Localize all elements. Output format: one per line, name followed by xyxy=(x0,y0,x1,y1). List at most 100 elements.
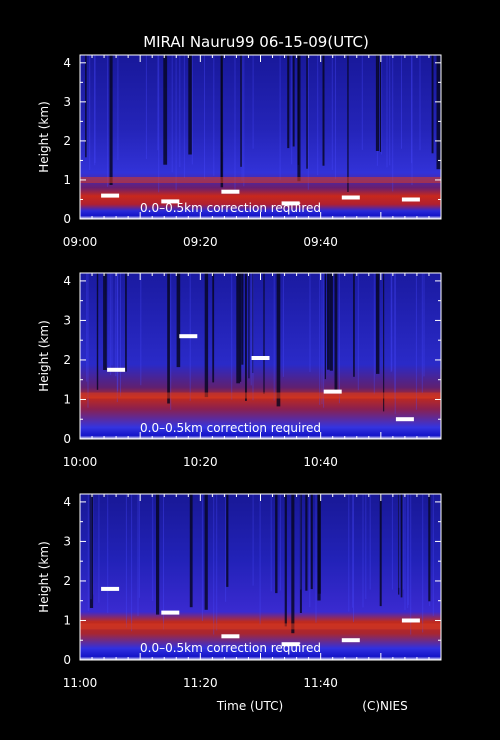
signal-streak xyxy=(404,494,406,611)
signal-streak xyxy=(241,273,244,365)
y-tick-label: 4 xyxy=(63,56,71,70)
signal-streak xyxy=(243,55,245,187)
x-tick-label: 11:40 xyxy=(303,676,338,690)
signal-streak xyxy=(250,273,252,386)
signal-streak xyxy=(94,55,96,163)
signal-streak xyxy=(373,273,375,395)
signal-streak xyxy=(362,494,364,608)
signal-streak xyxy=(248,273,250,379)
cloud-base-mark xyxy=(107,367,126,372)
signal-streak xyxy=(107,494,109,613)
signal-streak xyxy=(107,55,109,187)
signal-streak xyxy=(394,273,396,414)
signal-streak xyxy=(171,55,173,173)
signal-streak xyxy=(398,494,400,588)
signal-streak xyxy=(407,494,409,605)
signal-streak xyxy=(125,273,127,372)
signal-streak xyxy=(220,55,224,188)
signal-streak xyxy=(431,55,434,154)
signal-streak xyxy=(170,273,172,410)
signal-streak xyxy=(357,273,359,391)
x-tick-label: 09:00 xyxy=(63,235,98,249)
signal-streak xyxy=(391,494,393,590)
signal-streak xyxy=(401,55,402,149)
cloud-base-mark xyxy=(161,199,180,204)
signal-streak xyxy=(398,494,400,595)
signal-streak xyxy=(348,494,350,612)
signal-streak xyxy=(287,55,290,149)
signal-streak xyxy=(411,55,413,164)
signal-streak xyxy=(111,273,113,366)
signal-streak xyxy=(279,494,281,591)
signal-streak xyxy=(239,273,242,382)
signal-streak xyxy=(241,55,243,182)
signal-streak xyxy=(422,494,424,633)
signal-streak xyxy=(131,494,133,632)
aerosol-layer xyxy=(80,392,441,399)
signal-streak xyxy=(365,494,367,600)
panel-0900: 0.0–0.5km correction required 0 1 2 3 4 09:00… xyxy=(37,54,442,249)
signal-streak xyxy=(279,55,281,181)
y-tick-label: 2 xyxy=(63,353,71,367)
signal-streak xyxy=(116,273,118,403)
signal-streak xyxy=(335,55,336,180)
signal-streak xyxy=(394,273,396,399)
signal-streak xyxy=(167,273,170,404)
signal-streak xyxy=(259,494,261,625)
y-tick-label: 0 xyxy=(63,432,71,446)
signal-streak xyxy=(347,55,349,192)
signal-streak xyxy=(216,494,218,631)
signal-streak xyxy=(204,273,209,398)
signal-streak xyxy=(379,494,382,607)
signal-streak xyxy=(284,494,287,627)
x-tick-label: 10:40 xyxy=(303,455,338,469)
credit-label: (C)NIES xyxy=(362,699,407,713)
signal-streak xyxy=(324,273,326,380)
signal-streak xyxy=(353,273,355,377)
signal-streak xyxy=(305,494,308,591)
panel-1000: 0.0–0.5km correction required 0 1 2 3 4 10:00… xyxy=(37,272,443,469)
aerosol-layer xyxy=(80,177,441,183)
signal-streak xyxy=(338,273,340,404)
signal-streak xyxy=(317,494,321,601)
signal-streak xyxy=(89,55,91,170)
signal-streak xyxy=(432,494,434,616)
signal-streak xyxy=(331,55,333,170)
signal-streak xyxy=(421,273,423,394)
y-tick-label: 4 xyxy=(63,495,71,509)
signal-streak xyxy=(138,494,140,598)
signal-streak xyxy=(381,55,383,155)
correction-note: 0.0–0.5km correction required xyxy=(140,201,321,215)
cloud-base-mark xyxy=(341,638,360,643)
y-tick-label: 1 xyxy=(63,173,71,187)
cloud-base-mark xyxy=(341,195,360,200)
signal-streak xyxy=(323,273,325,408)
signal-streak xyxy=(188,55,192,155)
signal-streak xyxy=(275,494,278,594)
signal-streak xyxy=(361,55,363,150)
signal-streak xyxy=(87,273,89,408)
signal-streak xyxy=(94,55,96,166)
signal-streak xyxy=(252,494,254,586)
signal-streak xyxy=(307,55,309,190)
signal-streak xyxy=(334,273,338,392)
signal-streak xyxy=(108,273,110,371)
signal-streak xyxy=(411,55,413,186)
y-tick-label: 1 xyxy=(63,392,71,406)
signal-streak xyxy=(291,494,295,634)
signal-streak xyxy=(252,273,254,373)
signal-streak xyxy=(306,55,308,169)
signal-streak xyxy=(436,55,441,170)
signal-streak xyxy=(263,273,265,394)
signal-streak xyxy=(327,273,330,370)
signal-streak xyxy=(204,494,208,610)
signal-streak xyxy=(115,273,117,377)
signal-streak xyxy=(90,494,92,600)
signal-streak xyxy=(226,494,229,587)
signal-streak xyxy=(380,55,382,152)
signal-streak xyxy=(319,273,321,405)
signal-streak xyxy=(240,55,242,167)
signal-streak xyxy=(310,494,313,590)
signal-streak xyxy=(137,494,139,617)
signal-streak xyxy=(189,494,193,608)
